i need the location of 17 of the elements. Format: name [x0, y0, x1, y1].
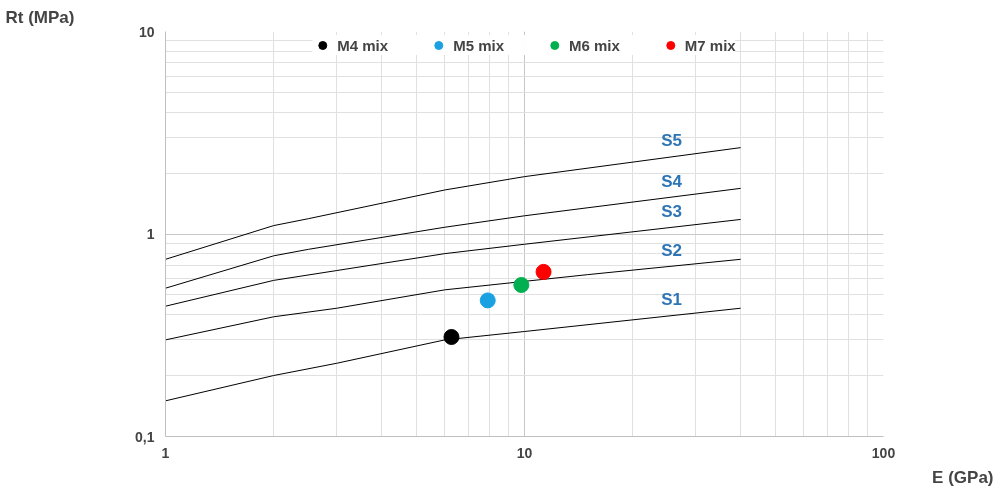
- legend-label: M7 mix: [684, 36, 736, 54]
- series-label: S5: [661, 131, 683, 151]
- series-label: S2: [661, 240, 683, 260]
- legend-label: M4 mix: [337, 36, 389, 54]
- series-label: S3: [661, 201, 683, 221]
- y-axis-title: Rt (MPa): [5, 7, 75, 27]
- x-axis-title: E (GPa): [932, 467, 994, 487]
- legend-label: M5 mix: [453, 36, 504, 54]
- legend-label: M6 mix: [569, 36, 620, 54]
- x-tick-label: 10: [516, 444, 533, 461]
- y-tick-label: 10: [138, 23, 155, 40]
- y-tick-label: 1: [146, 226, 155, 242]
- series-label: S1: [661, 290, 683, 310]
- x-tick-label: 1: [161, 444, 170, 461]
- x-tick-label: 100: [871, 444, 896, 461]
- series-label: S4: [661, 171, 683, 191]
- y-tick-label: 0,1: [135, 428, 155, 445]
